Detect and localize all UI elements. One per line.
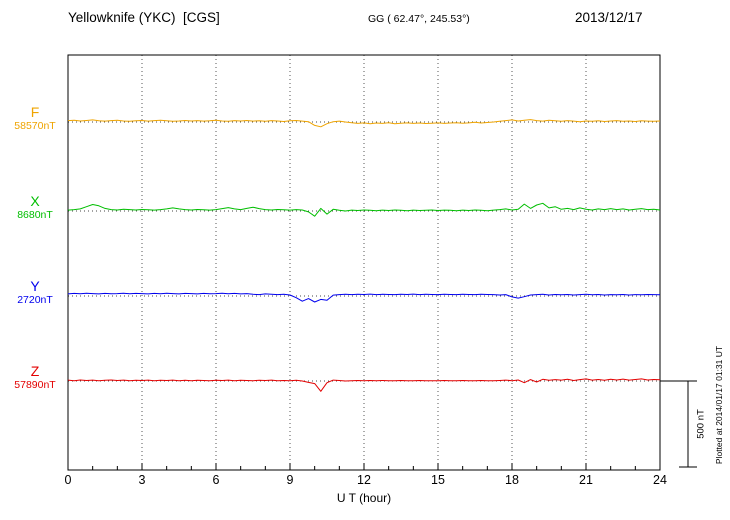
series-label-X: X 8680nT: [6, 194, 64, 222]
scale-bar-label: 500 nT: [695, 409, 707, 439]
trace-X: [67, 202, 661, 217]
x-tick-label: 18: [505, 473, 519, 487]
series-baseline-value: 57890nT: [14, 379, 56, 391]
x-tick-label: 6: [212, 473, 220, 487]
plotted-at-note: Plotted at 2014/01/17 01:31 UT: [714, 345, 724, 465]
series-label-Z: Z 57890nT: [6, 364, 64, 392]
plot-frame: [67, 54, 661, 471]
station-title: Yellowknife (YKC) [CGS]: [68, 10, 220, 25]
x-tick-label: 15: [431, 473, 445, 487]
x-tick-label: 9: [286, 473, 294, 487]
series-baseline-value: 8680nT: [17, 209, 53, 221]
trace-Y: [67, 292, 661, 303]
series-baseline-value: 58570nT: [14, 120, 56, 132]
x-axis-label: U T (hour): [336, 491, 392, 505]
trace-Z: [67, 378, 661, 392]
series-letter: F: [30, 104, 40, 120]
x-tick-label: 3: [138, 473, 146, 487]
gg-coordinates: GG ( 62.47°, 245.53°): [368, 13, 470, 25]
x-tick-label: 0: [64, 473, 72, 487]
series-label-F: F 58570nT: [6, 105, 64, 133]
series-letter: Z: [30, 363, 40, 379]
trace-F: [67, 119, 661, 128]
series-letter: X: [30, 193, 40, 209]
plot-date: 2013/12/17: [575, 10, 643, 25]
x-tick-label: 24: [653, 473, 667, 487]
series-baseline-value: 2720nT: [17, 294, 53, 306]
series-letter: Y: [30, 278, 40, 294]
series-label-Y: Y 2720nT: [6, 279, 64, 307]
x-tick-label: 21: [579, 473, 593, 487]
x-tick-label: 12: [357, 473, 371, 487]
